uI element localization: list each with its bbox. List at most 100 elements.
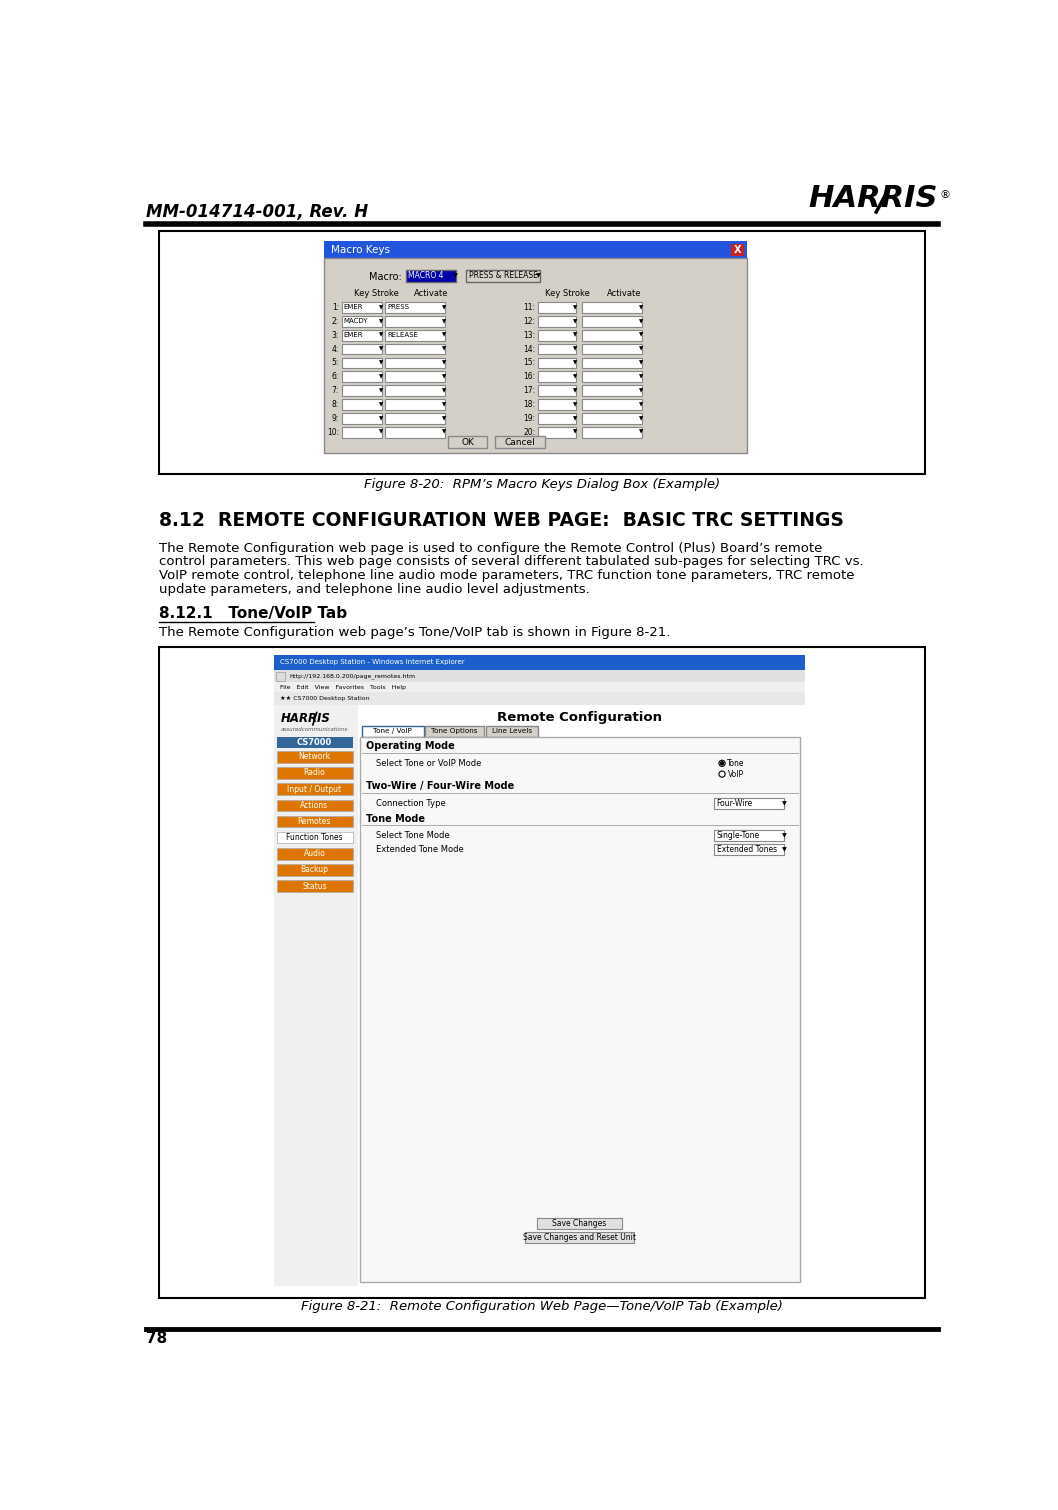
Bar <box>467 270 540 282</box>
Text: 8.12.1   Tone/VoIP Tab: 8.12.1 Tone/VoIP Tab <box>160 606 347 621</box>
Bar <box>160 231 925 474</box>
Text: 9:: 9: <box>332 414 340 423</box>
Text: ▼: ▼ <box>442 415 446 421</box>
Bar <box>385 371 445 382</box>
Text: ▼: ▼ <box>639 332 643 338</box>
Text: ▼: ▼ <box>379 374 383 379</box>
Text: http://192.168.0.200/page_remotes.htm: http://192.168.0.200/page_remotes.htm <box>290 673 416 680</box>
Bar <box>274 670 805 683</box>
Bar <box>582 412 642 424</box>
Text: Function Tones: Function Tones <box>286 834 343 843</box>
Text: VoIP: VoIP <box>728 770 744 779</box>
Text: Remotes: Remotes <box>297 817 331 826</box>
Text: 11:: 11: <box>524 304 535 313</box>
Text: ▼: ▼ <box>573 430 578 435</box>
Text: VoIP remote control, telephone line audio mode parameters, TRC function tone par: VoIP remote control, telephone line audi… <box>160 569 855 583</box>
Bar <box>731 243 744 255</box>
Text: ▼: ▼ <box>442 319 446 323</box>
Text: Radio: Radio <box>304 769 325 778</box>
Bar <box>277 737 353 747</box>
Bar <box>325 242 747 258</box>
Text: ▼: ▼ <box>573 388 578 393</box>
Text: PRESS: PRESS <box>387 305 409 311</box>
Bar <box>277 767 353 779</box>
Bar <box>582 358 642 368</box>
Text: Two-Wire / Four-Wire Mode: Two-Wire / Four-Wire Mode <box>366 781 514 791</box>
Bar <box>385 385 445 396</box>
Text: Macro:: Macro: <box>369 272 402 282</box>
Text: Key Stroke: Key Stroke <box>545 288 590 297</box>
Text: Key Stroke: Key Stroke <box>353 288 399 297</box>
Bar <box>342 316 382 326</box>
Text: ▼: ▼ <box>442 305 446 310</box>
Text: Cancel: Cancel <box>505 438 535 447</box>
Text: ▼: ▼ <box>573 305 578 310</box>
Text: 6:: 6: <box>332 373 340 382</box>
Bar <box>276 672 285 681</box>
Text: 1:: 1: <box>332 304 340 313</box>
Bar <box>277 832 353 844</box>
Text: Activate: Activate <box>607 288 642 297</box>
Text: ▼: ▼ <box>639 374 643 379</box>
Bar <box>525 1232 634 1243</box>
Bar <box>277 784 353 794</box>
Bar <box>385 358 445 368</box>
Bar <box>537 412 577 424</box>
Text: Tone Options: Tone Options <box>432 728 478 734</box>
Text: 18:: 18: <box>524 400 535 409</box>
Text: ▼: ▼ <box>442 374 446 379</box>
Text: Figure 8-20:  RPM’s Macro Keys Dialog Box (Example): Figure 8-20: RPM’s Macro Keys Dialog Box… <box>364 479 720 491</box>
Text: ▼: ▼ <box>379 430 383 435</box>
Text: Backup: Backup <box>300 865 328 874</box>
Bar <box>537 302 577 313</box>
Text: ▼: ▼ <box>379 319 383 323</box>
Text: ▼: ▼ <box>639 388 643 393</box>
Bar <box>582 329 642 341</box>
Text: ▼: ▼ <box>536 273 541 278</box>
Bar <box>406 270 456 282</box>
Bar <box>277 864 353 876</box>
Text: Input / Output: Input / Output <box>288 785 342 794</box>
Text: Select Tone or VoIP Mode: Select Tone or VoIP Mode <box>376 760 481 767</box>
Text: MM-014714-001, Rev. H: MM-014714-001, Rev. H <box>146 202 368 220</box>
Text: ▼: ▼ <box>379 402 383 408</box>
Text: 10:: 10: <box>327 427 340 436</box>
Bar <box>537 344 577 355</box>
Bar <box>385 344 445 355</box>
Text: ★★ CS7000 Desktop Station: ★★ CS7000 Desktop Station <box>280 696 370 701</box>
Bar <box>537 399 577 409</box>
Text: Tone / VoIP: Tone / VoIP <box>373 728 412 734</box>
Text: ▼: ▼ <box>782 834 786 838</box>
Text: EMER: EMER <box>344 332 363 338</box>
Text: ▼: ▼ <box>782 800 786 806</box>
Bar <box>277 750 353 763</box>
Bar <box>325 258 747 453</box>
Text: Status: Status <box>303 882 327 891</box>
Text: ▼: ▼ <box>442 402 446 408</box>
Text: Remote Configuration: Remote Configuration <box>497 711 662 725</box>
Text: ▼: ▼ <box>639 319 643 323</box>
Text: 12:: 12: <box>524 317 535 326</box>
Text: Four-Wire: Four-Wire <box>716 799 753 808</box>
Text: Tone: Tone <box>728 760 745 767</box>
Text: ▼: ▼ <box>442 332 446 338</box>
Bar <box>385 316 445 326</box>
Text: ▼: ▼ <box>442 430 446 435</box>
Text: Save Changes: Save Changes <box>552 1219 606 1228</box>
Text: 8:: 8: <box>332 400 340 409</box>
Text: Audio: Audio <box>304 849 325 858</box>
Text: Save Changes and Reset Unit: Save Changes and Reset Unit <box>523 1234 636 1243</box>
Text: 14:: 14: <box>523 344 535 353</box>
Text: ▼: ▼ <box>573 402 578 408</box>
Text: 8.12  REMOTE CONFIGURATION WEB PAGE:  BASIC TRC SETTINGS: 8.12 REMOTE CONFIGURATION WEB PAGE: BASI… <box>160 510 844 530</box>
Text: ▼: ▼ <box>379 361 383 365</box>
Bar <box>582 399 642 409</box>
Text: ▼: ▼ <box>379 415 383 421</box>
Text: 7:: 7: <box>332 387 340 396</box>
Text: Line Levels: Line Levels <box>492 728 532 734</box>
Text: The Remote Configuration web page is used to configure the Remote Control (Plus): The Remote Configuration web page is use… <box>160 542 823 554</box>
Text: ▼: ▼ <box>639 305 643 310</box>
Bar <box>425 726 485 737</box>
Text: 2:: 2: <box>332 317 340 326</box>
Bar <box>536 1219 622 1229</box>
